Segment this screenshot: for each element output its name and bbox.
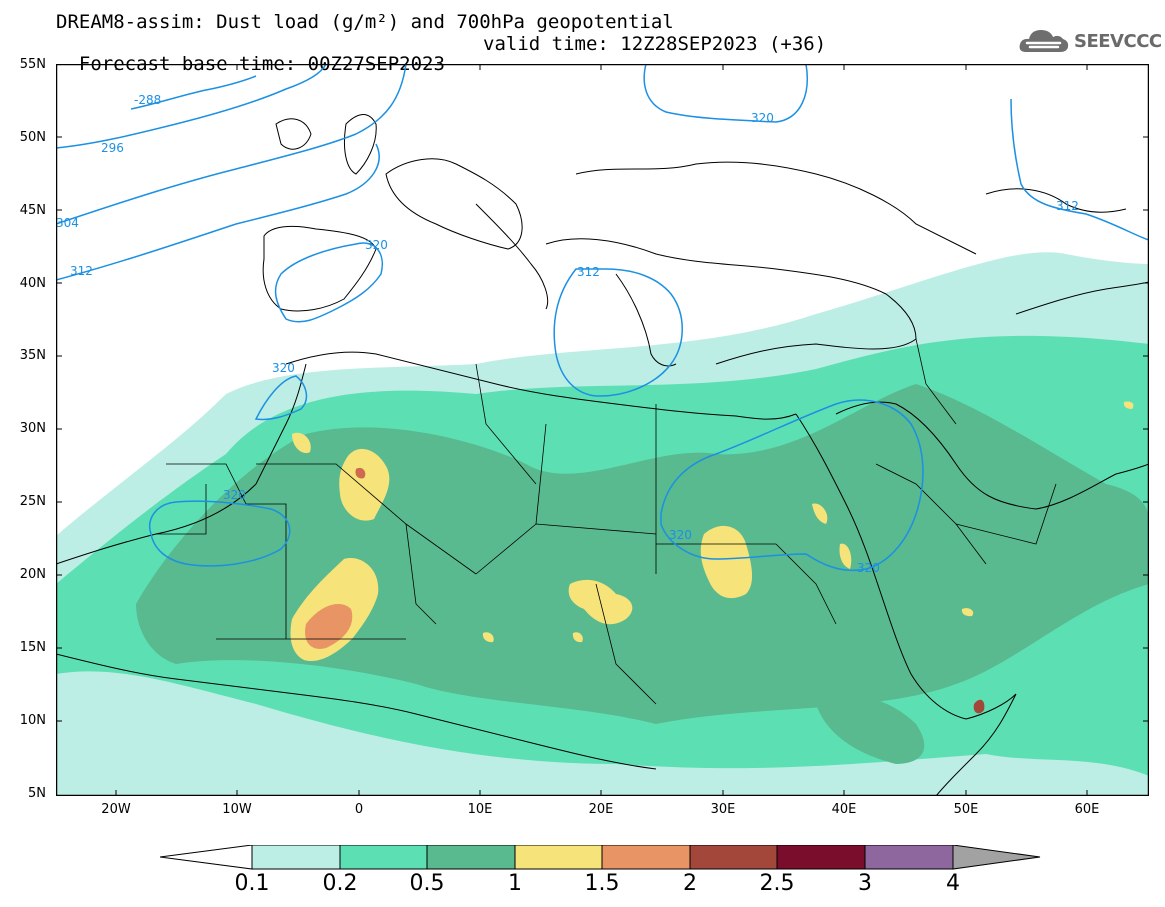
cloud-icon <box>1019 30 1069 52</box>
colorbar-bin <box>514 845 603 870</box>
contour-label: 312 <box>1056 199 1079 213</box>
lon-label: 0 <box>354 802 364 817</box>
colorbar-bin <box>339 845 428 870</box>
colorbar-bin <box>689 845 778 870</box>
colorbar-bin <box>864 845 954 870</box>
lon-label: 30E <box>710 802 736 817</box>
dust-band-1.5 <box>355 467 366 479</box>
dust-band-1 <box>839 543 852 569</box>
dust-shading <box>56 252 1149 796</box>
dust-band-1.5 <box>305 604 353 649</box>
colorbar-label: 2.5 <box>759 871 795 896</box>
lat-label: 55N <box>19 57 46 72</box>
country-borders <box>156 338 1057 705</box>
dust-band-1 <box>1123 401 1134 409</box>
dust-band-1 <box>339 448 390 521</box>
colorbar-label: 4 <box>946 871 960 896</box>
lat-label: 20N <box>19 567 46 582</box>
contour-320-north <box>643 64 808 123</box>
geopotential-contours <box>56 64 1149 572</box>
contour-label: 296 <box>101 141 124 155</box>
colorbar-label: 1 <box>508 871 522 896</box>
lat-label: 10N <box>19 713 46 728</box>
contour-label: 320 <box>365 238 388 252</box>
lat-label: 30N <box>19 421 46 436</box>
lon-label: 20W <box>101 802 131 817</box>
contour-296 <box>56 64 327 149</box>
dust-band-1 <box>482 632 494 643</box>
contour-320-westafrica <box>149 500 291 567</box>
contour-label: 304 <box>56 216 79 230</box>
colorbar-label: 2 <box>683 871 697 896</box>
contour-312-med <box>553 268 683 397</box>
contour-label: 320 <box>223 488 246 502</box>
contour-label: 312 <box>70 264 93 278</box>
dust-band-1 <box>961 608 974 617</box>
contour-320-arabia <box>660 399 924 572</box>
logo-text: SEEVCCC <box>1074 30 1162 52</box>
contour-label: 320 <box>751 111 774 125</box>
lat-label: 45N <box>19 203 46 218</box>
seevccc-logo: SEEVCCC <box>1018 24 1162 58</box>
chart-title: DREAM8-assim: Dust load (g/m²) and 700hP… <box>56 11 674 33</box>
colorbar-label: 0.2 <box>322 871 358 896</box>
lon-label: 50E <box>953 802 979 817</box>
lon-label: 60E <box>1074 802 1100 817</box>
lat-label: 50N <box>19 130 46 145</box>
contour-304 <box>56 64 407 225</box>
colorbar <box>160 845 1041 870</box>
colorbar-label: 0.5 <box>409 871 445 896</box>
colorbar-over <box>952 845 1041 870</box>
axis-ticks <box>56 64 1149 796</box>
contour-320-iberia <box>274 242 383 323</box>
colorbar-bin <box>426 845 516 870</box>
dust-band-2 <box>973 699 985 714</box>
map-frame <box>56 64 1149 796</box>
contour-label: 312 <box>577 265 600 279</box>
contour-312-east <box>1010 98 1149 241</box>
contour-label: 320 <box>857 561 880 575</box>
dust-band-0.5 <box>816 695 925 764</box>
colorbar-bin <box>776 845 866 870</box>
lat-label: 25N <box>19 494 46 509</box>
dust-band-1 <box>812 503 828 524</box>
lat-label: 35N <box>19 348 46 363</box>
lon-label: 10E <box>467 802 493 817</box>
dust-band-1 <box>292 432 311 454</box>
contour-labels: -288 296 304 312 320 320 312 320 320 320… <box>56 93 1079 575</box>
contour-288 <box>130 75 257 110</box>
colorbar-bin <box>251 845 341 870</box>
contour-label: 320 <box>272 361 295 375</box>
contour-312 <box>56 143 380 281</box>
dust-band-1 <box>572 632 583 643</box>
colorbar-label: 3 <box>858 871 872 896</box>
lat-label: 5N <box>28 786 46 801</box>
lon-label: 10W <box>222 802 252 817</box>
colorbar-bin <box>601 845 691 870</box>
colorbar-label: 1.5 <box>584 871 620 896</box>
lon-label: 40E <box>831 802 857 817</box>
contour-label: 320 <box>669 528 692 542</box>
dust-map: -288 296 304 312 320 320 312 320 320 320… <box>56 64 1149 796</box>
lon-label: 20E <box>588 802 614 817</box>
lat-label: 40N <box>19 276 46 291</box>
coastlines <box>56 114 1149 796</box>
contour-label: -288 <box>134 93 161 107</box>
valid-time: valid time: 12Z28SEP2023 (+36) <box>483 33 827 55</box>
lat-label: 15N <box>19 640 46 655</box>
contour-320-morocco <box>254 375 308 421</box>
colorbar-under <box>160 845 253 870</box>
colorbar-label: 0.1 <box>234 871 270 896</box>
